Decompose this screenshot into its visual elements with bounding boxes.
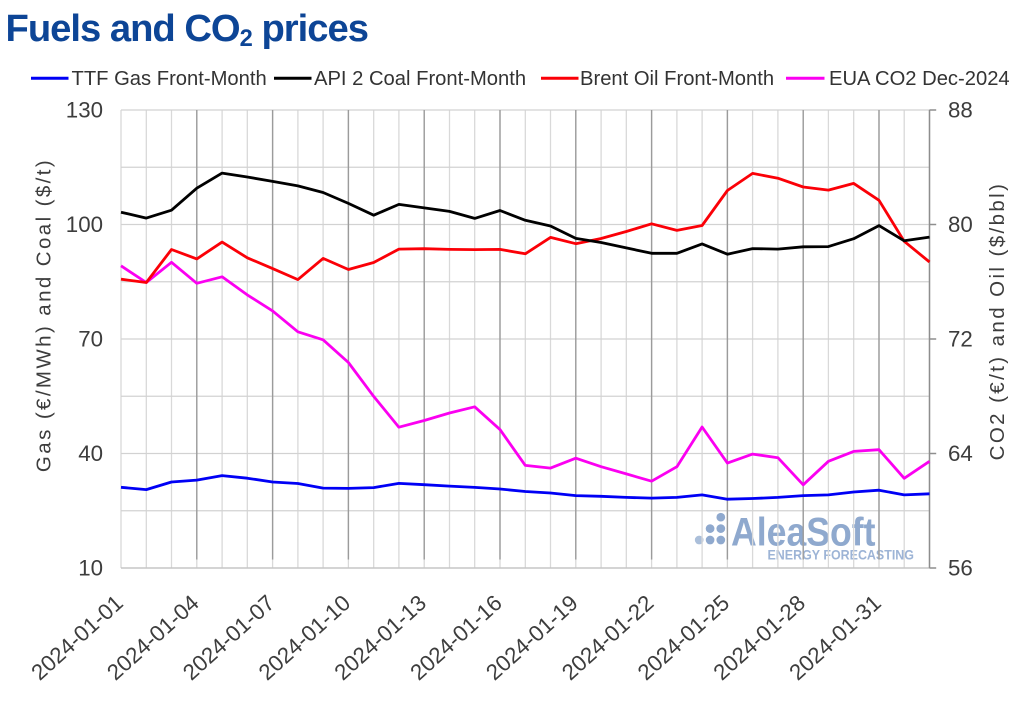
svg-text:TTF Gas Front-Month: TTF Gas Front-Month <box>72 68 267 90</box>
svg-text:Brent Oil Front-Month: Brent Oil Front-Month <box>580 68 774 90</box>
svg-text:API 2 Coal Front-Month: API 2 Coal Front-Month <box>314 68 526 90</box>
svg-text:80: 80 <box>948 212 973 237</box>
svg-text:56: 56 <box>948 556 973 581</box>
svg-text:10: 10 <box>78 555 103 580</box>
svg-text:64: 64 <box>948 441 973 466</box>
svg-text:70: 70 <box>78 326 103 351</box>
svg-text:130: 130 <box>66 97 103 122</box>
svg-text:40: 40 <box>78 441 103 466</box>
svg-text:72: 72 <box>948 327 973 352</box>
svg-text:Gas (€/MWh) and Coal ($/t): Gas (€/MWh) and Coal ($/t) <box>33 158 56 472</box>
svg-text:Fuels and CO2 prices: Fuels and CO2 prices <box>6 7 368 52</box>
svg-text:88: 88 <box>948 98 973 123</box>
svg-text:EUA CO2 Dec-2024: EUA CO2 Dec-2024 <box>829 68 1010 90</box>
svg-text:CO2 (€/t) and Oil ($/bbl): CO2 (€/t) and Oil ($/bbl) <box>986 182 1009 461</box>
svg-text:100: 100 <box>66 212 103 237</box>
svg-text:ENERGY FORECASTING: ENERGY FORECASTING <box>768 547 915 563</box>
